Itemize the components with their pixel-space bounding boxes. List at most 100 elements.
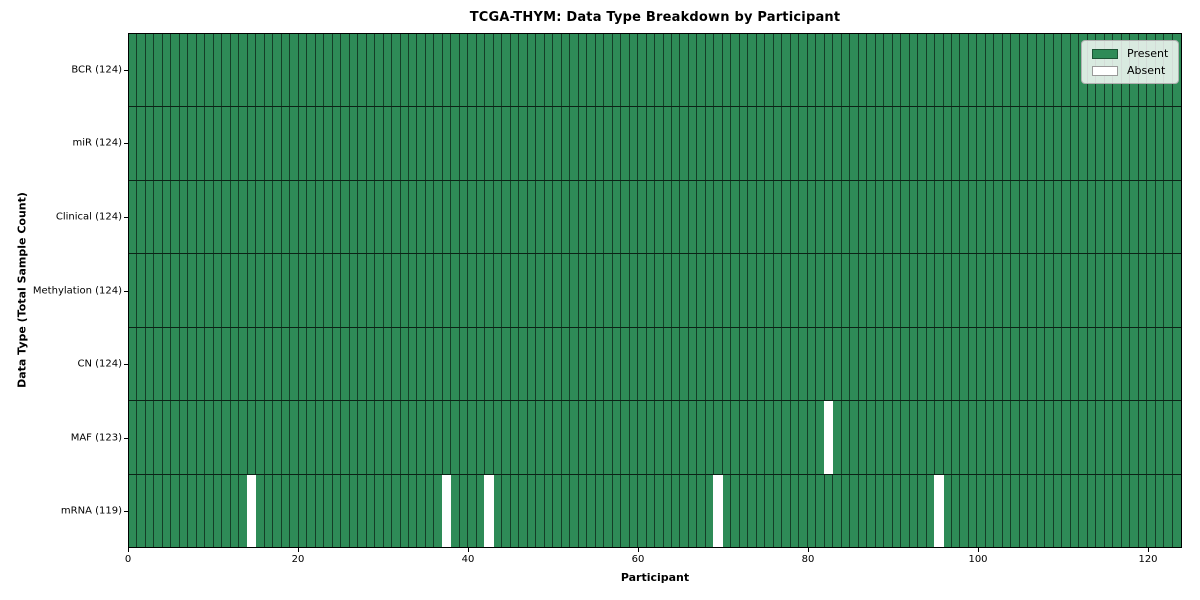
cell-present (867, 401, 876, 474)
cell-present (1002, 254, 1012, 327)
cell-present (1096, 401, 1105, 474)
cell-present (281, 254, 291, 327)
cell-present (833, 180, 842, 254)
cell-present (1138, 474, 1148, 547)
cell-present (943, 327, 952, 401)
cell-present (790, 107, 800, 180)
cell-absent (824, 401, 834, 474)
y-tick-mark (124, 216, 128, 218)
cell-present (273, 254, 282, 327)
cell-present (408, 107, 418, 180)
cell-present (154, 327, 163, 401)
cell-present (510, 327, 520, 401)
cell-present (1011, 107, 1020, 180)
cell-present (943, 254, 952, 327)
cell-present (298, 107, 308, 180)
cell-present (434, 401, 443, 474)
cell-present (629, 327, 639, 401)
cell-present (145, 401, 155, 474)
cell-present (841, 327, 851, 401)
cell-present (1121, 474, 1131, 547)
cell-present (298, 474, 308, 547)
cell-present (722, 34, 732, 107)
cell-present (587, 34, 596, 107)
cell-present (739, 254, 749, 327)
cell-present (765, 254, 774, 327)
cell-present (1087, 327, 1097, 401)
cell-present (332, 401, 342, 474)
cell-present (425, 401, 435, 474)
cell-present (918, 34, 927, 107)
cell-present (1045, 34, 1054, 107)
cell-present (773, 327, 783, 401)
y-tick-mark (124, 364, 128, 366)
cell-present (884, 474, 893, 547)
cell-present (485, 327, 494, 401)
cell-present (578, 401, 588, 474)
cell-present (341, 107, 350, 180)
cell-present (434, 327, 443, 401)
cell-present (222, 180, 231, 254)
cell-present (951, 401, 961, 474)
cell-present (1096, 474, 1105, 547)
cell-present (790, 34, 800, 107)
cell-present (901, 34, 910, 107)
cell-present (646, 34, 656, 107)
cell-present (884, 180, 893, 254)
cell-present (417, 327, 426, 401)
cell-present (943, 401, 952, 474)
cell-present (697, 180, 706, 254)
cell-present (273, 474, 282, 547)
cell-present (697, 254, 706, 327)
cell-present (561, 401, 571, 474)
cell-present (332, 34, 342, 107)
cell-present (918, 180, 927, 254)
cell-present (536, 254, 545, 327)
cell-present (977, 327, 986, 401)
x-axis-label: Participant (620, 571, 690, 584)
cell-present (510, 254, 520, 327)
cell-present (332, 474, 342, 547)
cell-present (799, 180, 808, 254)
cell-present (672, 34, 681, 107)
cell-present (663, 254, 672, 327)
cell-present (493, 474, 503, 547)
cell-present (705, 34, 715, 107)
cell-present (951, 34, 961, 107)
cell-present (442, 180, 452, 254)
cell-present (273, 34, 282, 107)
cell-present (680, 180, 689, 254)
cell-present (425, 180, 435, 254)
cell-present (324, 474, 333, 547)
cell-present (909, 107, 919, 180)
cell-present (1002, 107, 1012, 180)
cell-present (935, 107, 944, 180)
cell-present (222, 474, 231, 547)
cell-present (510, 401, 520, 474)
cell-present (519, 327, 528, 401)
cell-present (459, 34, 469, 107)
cell-present (298, 327, 308, 401)
cell-present (383, 254, 393, 327)
cell-present (273, 327, 282, 401)
cell-present (536, 107, 545, 180)
y-tick-label-mrna: mRNA (119) (60, 505, 122, 517)
cell-present (1172, 254, 1181, 327)
cell-present (807, 401, 817, 474)
cell-present (739, 474, 749, 547)
cell-present (688, 254, 698, 327)
x-tick-label: 0 (124, 554, 132, 565)
cell-present (1019, 254, 1029, 327)
legend-swatch-absent (1092, 65, 1118, 76)
cell-present (375, 34, 384, 107)
cell-present (807, 474, 817, 547)
cell-present (154, 180, 163, 254)
cell-present (858, 180, 868, 254)
cell-present (145, 34, 155, 107)
cell-present (1087, 401, 1097, 474)
cell-present (1011, 327, 1020, 401)
cell-present (646, 254, 656, 327)
cell-present (621, 254, 630, 327)
cell-present (646, 180, 656, 254)
cell-present (213, 180, 223, 254)
